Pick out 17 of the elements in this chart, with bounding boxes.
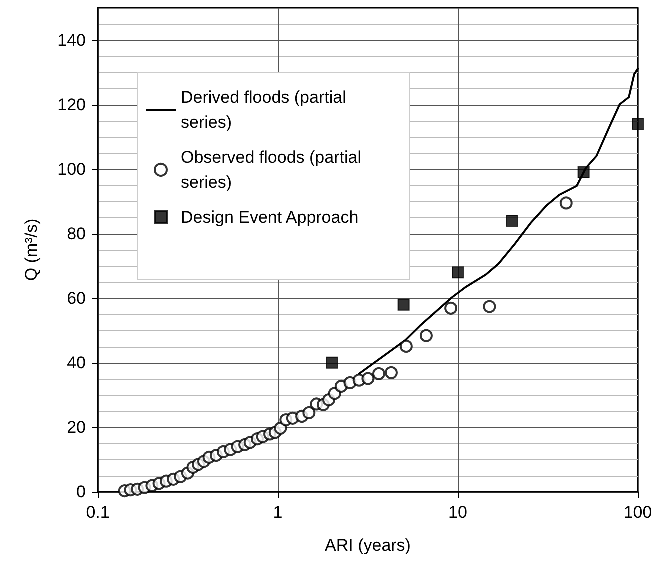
legend-label: Derived floods (partial series) (181, 88, 352, 132)
x-tick-label: 0.1 (86, 503, 110, 522)
x-axis-title: ARI (years) (325, 536, 411, 555)
legend-label: Observed floods (partial series) (181, 148, 366, 192)
y-tick-label: 20 (67, 418, 86, 437)
y-tick-label: 0 (76, 482, 86, 502)
y-tick-label: 100 (58, 160, 86, 179)
x-tick-label: 1 (273, 503, 283, 522)
y-tick-label: 80 (67, 224, 86, 244)
y-axis-title: Q (m³/s) (22, 218, 41, 282)
y-tick-label: 120 (58, 95, 86, 114)
y-tick-label: 40 (67, 353, 86, 372)
y-tick-label: 140 (58, 30, 86, 50)
y-tick-label: 60 (67, 288, 86, 308)
legend-label: Design Event Approach (181, 208, 359, 227)
x-tick-label: 100 (624, 503, 652, 522)
x-tick-label: 10 (448, 503, 468, 522)
